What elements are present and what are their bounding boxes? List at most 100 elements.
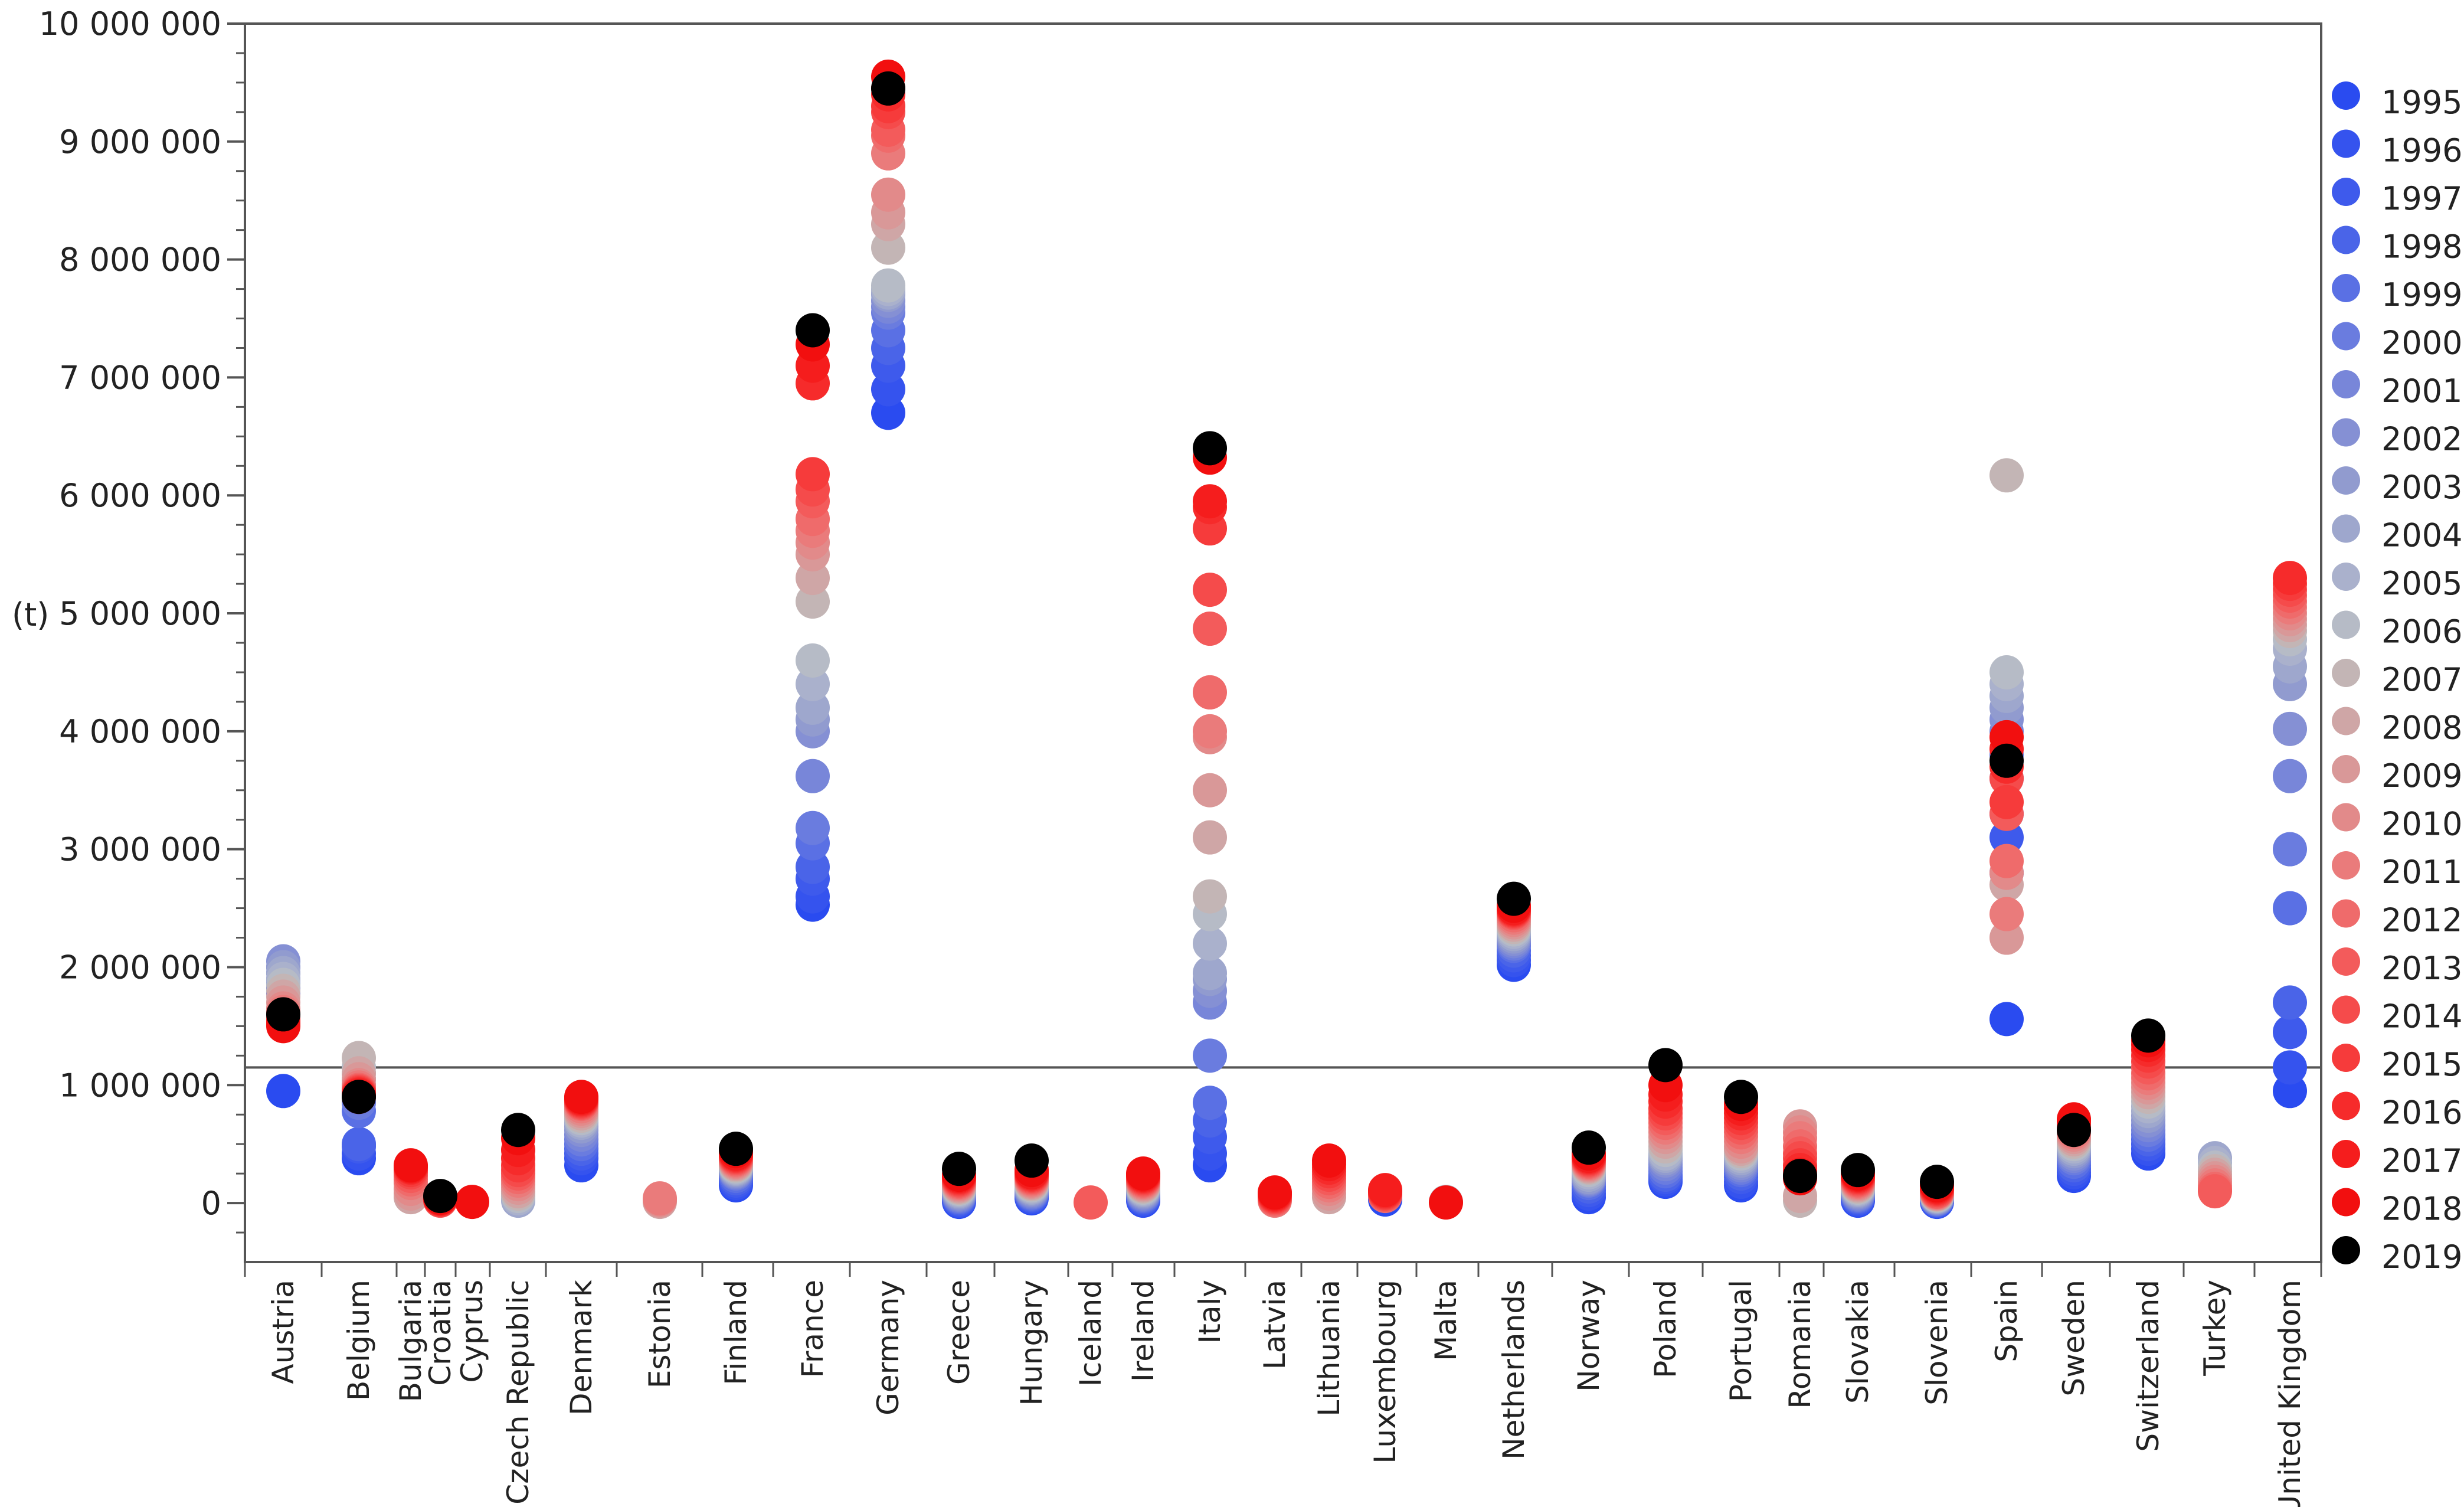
x-category-label: Spain	[1989, 1280, 2024, 1362]
data-point	[1193, 573, 1227, 607]
x-category-label: Norway	[1572, 1280, 1606, 1392]
data-point	[2273, 561, 2307, 596]
x-category-label: Italy	[1193, 1280, 1227, 1343]
legend-label: 2006	[2381, 613, 2462, 650]
data-point	[796, 759, 830, 793]
y-tick-label: 10 000 000	[39, 5, 221, 43]
data-point	[1648, 1048, 1683, 1083]
legend-label: 2015	[2381, 1046, 2462, 1083]
data-point	[1783, 1159, 1817, 1194]
legend-marker	[2332, 659, 2360, 687]
data-point	[1126, 1156, 1160, 1191]
data-point	[1193, 773, 1227, 808]
legend-label: 2012	[2381, 902, 2462, 939]
x-category-label: Slovakia	[1841, 1280, 1875, 1404]
data-point	[2273, 1015, 2307, 1050]
data-point	[1989, 820, 2024, 855]
x-category-label: Iceland	[1074, 1280, 1108, 1387]
data-point	[1368, 1173, 1402, 1208]
data-point	[1989, 784, 2024, 819]
legend-label: 2016	[2381, 1094, 2462, 1132]
legend-marker	[2332, 81, 2360, 110]
data-point	[1724, 1080, 1758, 1114]
legend-label: 2001	[2381, 372, 2462, 410]
data-point	[1015, 1143, 1049, 1178]
x-axis-ticks	[244, 1262, 2322, 1277]
y-tick-label: 2 000 000	[59, 949, 221, 986]
x-category-label: Latvia	[1258, 1280, 1292, 1369]
legend-label: 2017	[2381, 1142, 2462, 1179]
legend-label: 1999	[2381, 276, 2462, 313]
x-category-label: Romania	[1783, 1280, 1817, 1409]
legend-label: 1998	[2381, 228, 2462, 266]
x-category-label: Turkey	[2198, 1280, 2232, 1377]
legend-marker	[2332, 514, 2360, 543]
data-point	[564, 1080, 598, 1114]
data-point	[423, 1179, 457, 1214]
data-point	[1074, 1185, 1108, 1220]
x-category-label: Estonia	[643, 1280, 677, 1388]
legend-marker	[2332, 755, 2360, 783]
legend-label: 2005	[2381, 565, 2462, 602]
legend-label: 2009	[2381, 757, 2462, 795]
legend-marker	[2332, 563, 2360, 591]
x-category-label: Germany	[871, 1280, 905, 1416]
data-point	[1989, 720, 2024, 754]
x-category-label: Netherlands	[1497, 1280, 1531, 1460]
data-point	[1989, 458, 2024, 493]
legend-marker	[2332, 610, 2360, 639]
legend-marker	[2332, 851, 2360, 880]
x-category-label: Lithuania	[1312, 1280, 1346, 1417]
legend-marker	[2332, 418, 2360, 447]
data-point	[1193, 714, 1227, 748]
data-point	[871, 268, 905, 303]
x-category-label: Cyprus	[455, 1280, 489, 1383]
legend-label: 1997	[2381, 180, 2462, 217]
x-category-label: Ireland	[1126, 1280, 1160, 1382]
legend-marker	[2332, 1188, 2360, 1217]
data-point	[2131, 1018, 2165, 1053]
data-point	[796, 849, 830, 884]
data-point	[1193, 1038, 1227, 1073]
data-point	[1193, 956, 1227, 990]
x-category-label: Portugal	[1724, 1280, 1758, 1402]
y-tick-label: 0	[201, 1185, 221, 1222]
legend-marker	[2332, 129, 2360, 158]
legend-marker	[2332, 1236, 2360, 1264]
x-category-label: Austria	[266, 1280, 300, 1384]
data-point	[2273, 1050, 2307, 1085]
x-category-label: Finland	[719, 1280, 753, 1385]
data-point	[796, 457, 830, 492]
legend-marker	[2332, 947, 2360, 976]
legend-marker	[2332, 995, 2360, 1024]
data-point	[1193, 612, 1227, 646]
data-point	[1920, 1165, 1954, 1199]
legend-label: 2010	[2381, 806, 2462, 843]
data-point	[871, 177, 905, 212]
x-category-label: Sweden	[2057, 1280, 2091, 1397]
y-tick-label: 5 000 000	[59, 595, 221, 632]
legend-marker	[2332, 466, 2360, 495]
data-point	[501, 1113, 535, 1148]
data-point	[796, 313, 830, 348]
y-axis-ticks	[227, 22, 245, 1234]
x-category-label: Poland	[1648, 1280, 1683, 1378]
data-point	[342, 1127, 376, 1162]
data-point	[1572, 1130, 1606, 1165]
x-category-label: Hungary	[1015, 1280, 1049, 1406]
legend-marker	[2332, 225, 2360, 254]
legend-marker	[2332, 707, 2360, 735]
data-point	[1312, 1143, 1346, 1178]
data-point	[1193, 1086, 1227, 1120]
data-point	[2057, 1113, 2091, 1148]
x-category-label: Bulgaria	[394, 1280, 428, 1402]
x-category-label: Switzerland	[2131, 1280, 2165, 1452]
legend-label: 2000	[2381, 325, 2462, 362]
x-category-label: Luxembourg	[1368, 1280, 1402, 1464]
x-category-label: Greece	[942, 1280, 976, 1385]
y-tick-label: 1 000 000	[59, 1067, 221, 1104]
x-category-label: Czech Republic	[501, 1280, 535, 1505]
data-point	[1989, 743, 2024, 778]
legend-label: 1996	[2381, 132, 2462, 169]
